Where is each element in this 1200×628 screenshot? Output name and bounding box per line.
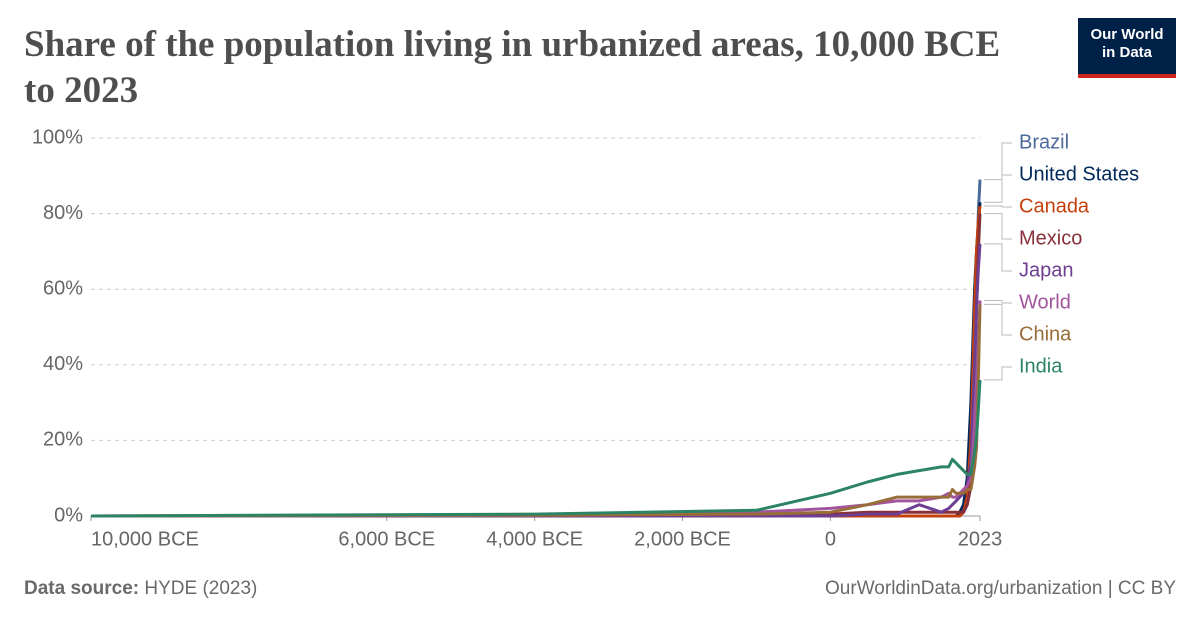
logo[interactable]: Our World in Data [1078,18,1176,78]
series-line [91,243,982,518]
x-tick-label: 10,000 BCE [91,528,199,550]
legend-label: Japan [1019,259,1074,281]
y-tick-label: 20% [43,429,83,451]
label-connector [984,303,1012,336]
legend-label: World [1019,291,1071,313]
label-connector [984,300,1012,304]
y-tick-label: 100% [32,126,83,148]
series-line [90,379,982,518]
legend-label: Brazil [1019,131,1069,153]
y-tick-label: 60% [43,277,83,299]
y-tick-label: 0% [54,504,83,526]
x-tick-label: 4,000 BCE [486,528,583,550]
label-connector [984,174,1012,203]
x-tick-label: 6,000 BCE [338,528,435,550]
source-text: HYDE (2023) [144,578,258,599]
series-line [90,304,982,518]
label-connector [984,366,1012,381]
source-label: Data source: [24,578,140,599]
chart-title: Share of the population living in urbani… [24,24,1001,111]
label-connector [984,243,1012,272]
y-tick-label: 80% [43,202,83,224]
legend-label: India [1019,355,1063,377]
label-connector [984,142,1012,181]
legend-label: United States [1019,163,1139,185]
logo-line: in Data [1101,44,1152,61]
series-line [91,205,982,518]
source: Data source: HYDE (2023) [24,578,257,600]
label-connector [984,213,1012,240]
footer[interactable]: OurWorldinData.org/urbanization | CC BY [825,578,1176,599]
series-line [90,300,982,518]
label-connector [984,205,1012,208]
x-tick-label: 2023 [958,528,1003,550]
series-line [91,202,982,518]
logo-line: Our World [1090,26,1164,43]
x-tick-label: 2,000 BCE [634,528,731,550]
x-tick-label: 0 [825,528,836,550]
legend-label: Canada [1019,195,1090,217]
y-tick-label: 40% [43,353,83,375]
legend-label: China [1019,323,1072,345]
series-line [91,179,982,518]
legend-label: Mexico [1019,227,1082,249]
